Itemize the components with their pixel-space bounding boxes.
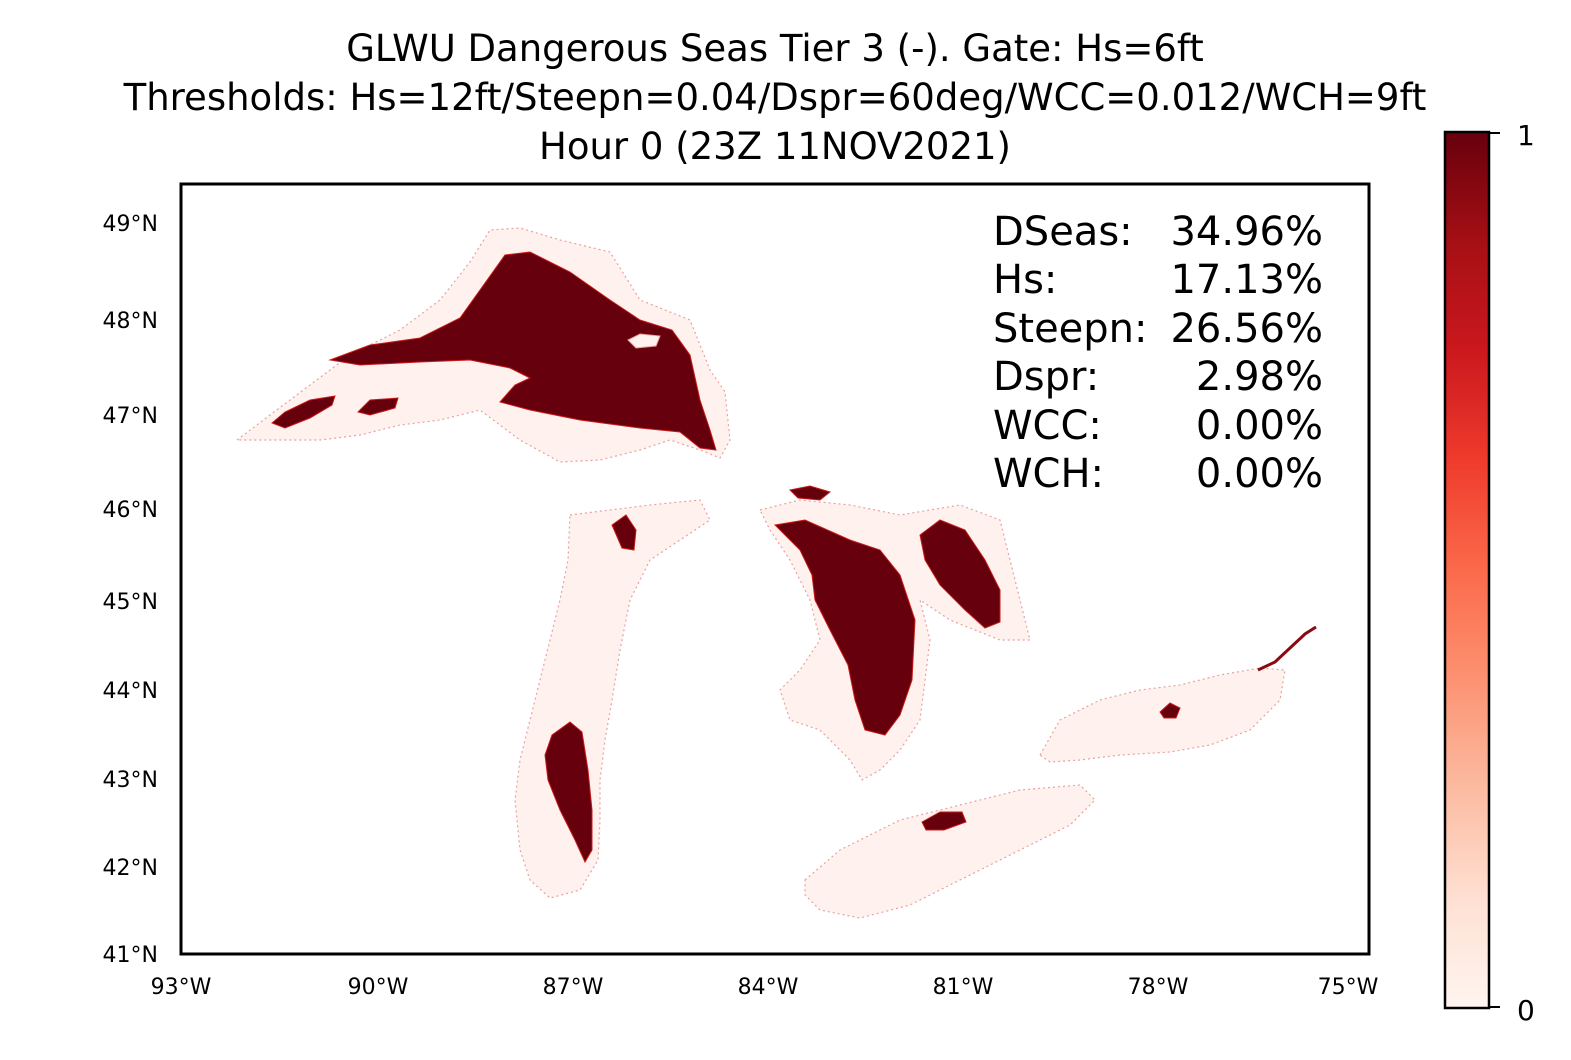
stat-label: Hs: (993, 257, 1058, 304)
lon-tick: 81°W (933, 975, 994, 1000)
colorbar-max-label: 1 (1517, 119, 1535, 152)
lat-tick: 41°N (103, 943, 158, 968)
stat-value: 17.13% (1170, 257, 1323, 304)
stat-label: DSeas: (993, 209, 1133, 255)
lon-tick: 90°W (348, 975, 409, 1000)
lat-tick: 44°N (103, 679, 158, 704)
lake-ontario (1039, 625, 1317, 763)
title-line-2: Thresholds: Hs=12ft/Steepn=0.04/Dspr=60d… (123, 76, 1427, 119)
lon-tick: 75°W (1318, 975, 1379, 1000)
stat-label: WCC: (993, 402, 1102, 449)
stat-value: 26.56% (1170, 305, 1323, 352)
stat-value: 0.00% (1195, 451, 1323, 498)
lake-erie (804, 784, 1096, 919)
colorbar (1443, 130, 1491, 1010)
lat-tick: 46°N (103, 498, 158, 523)
stat-row-dspr: Dspr: 2.98% (993, 353, 1323, 401)
lon-tick: 84°W (738, 975, 799, 1000)
lat-tick: 45°N (103, 590, 158, 615)
stat-row-hs: Hs: 17.13% (993, 256, 1323, 304)
lake-michigan (514, 499, 711, 899)
map-axes-frame (179, 182, 1371, 956)
stat-label: Dspr: (993, 354, 1100, 401)
lat-tick: 48°N (103, 309, 158, 334)
lat-tick: 42°N (103, 856, 158, 881)
stat-value: 34.96% (1170, 209, 1323, 255)
lon-tick: 87°W (543, 975, 604, 1000)
stat-value: 0.00% (1195, 402, 1323, 449)
stat-value: 2.98% (1195, 354, 1323, 401)
title-line-3: Hour 0 (23Z 11NOV2021) (539, 125, 1011, 168)
lon-tick: 93°W (151, 975, 212, 1000)
stat-row-dseas: DSeas: 34.96% (993, 208, 1323, 256)
lat-tick: 43°N (103, 768, 158, 793)
stat-row-wcc: WCC: 0.00% (993, 402, 1323, 450)
stat-row-wch: WCH: 0.00% (993, 450, 1323, 498)
title-line-1: GLWU Dangerous Seas Tier 3 (-). Gate: Hs… (346, 27, 1204, 70)
lake-superior (235, 227, 731, 463)
stat-row-steepn: Steepn: 26.56% (993, 305, 1323, 353)
stat-label: Steepn: (993, 305, 1148, 352)
map-frame (181, 184, 1369, 954)
colorbar-min-label: 0 (1517, 994, 1535, 1027)
lake-huron (759, 485, 1031, 781)
lat-tick: 47°N (103, 404, 158, 429)
lat-tick: 49°N (103, 212, 158, 237)
stats-panel: DSeas: 34.96% Hs: 17.13% Steepn: 26.56% … (993, 208, 1323, 498)
lon-tick: 78°W (1128, 975, 1189, 1000)
stat-label: WCH: (993, 451, 1105, 498)
